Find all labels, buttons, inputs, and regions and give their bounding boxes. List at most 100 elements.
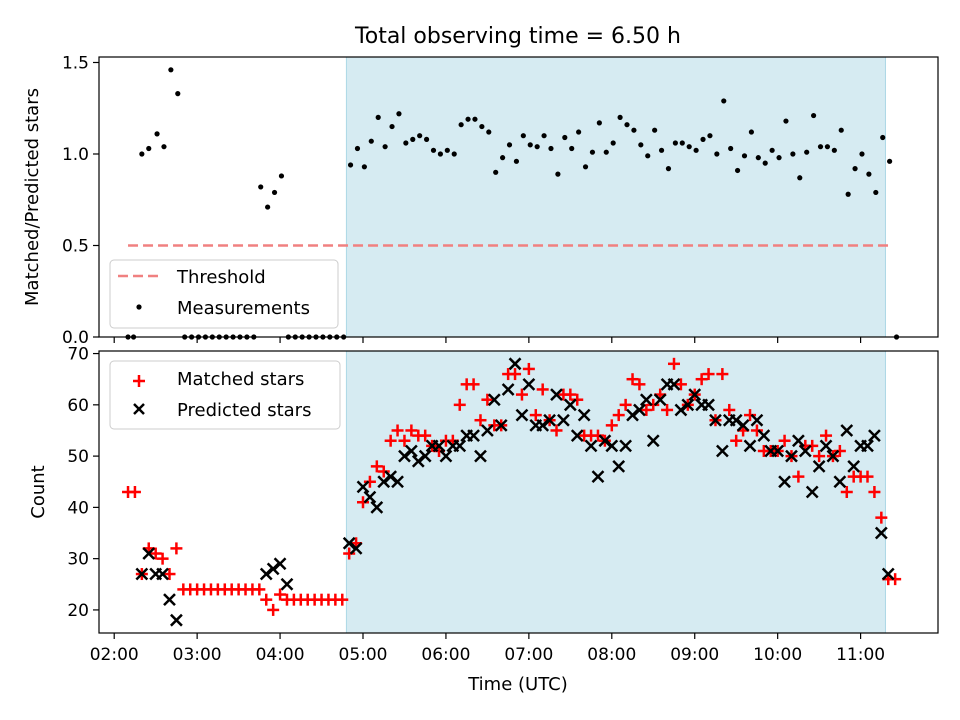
measurement-point (430, 147, 437, 153)
measurement-point (417, 133, 423, 139)
matched-star-point (591, 429, 604, 442)
measurement-point (824, 144, 831, 150)
matched-star-point (467, 378, 480, 391)
matched-star-point (571, 393, 584, 406)
measurement-point (458, 122, 464, 128)
matched-star-point (813, 450, 826, 463)
predicted-star-point (577, 408, 591, 422)
predicted-star-point (778, 475, 791, 489)
legend-predicted-swatch (133, 403, 145, 415)
predicted-star-point (391, 475, 404, 489)
matched-star-point (875, 511, 888, 524)
measurement-point (804, 149, 810, 155)
predicted-star-point (515, 408, 529, 422)
x-tick-label: 05:00 (339, 645, 388, 665)
measurement-point (555, 171, 561, 177)
measurement-point (576, 129, 582, 135)
measurement-point (479, 123, 485, 130)
measurement-point (347, 162, 354, 168)
predicted-star-point (605, 439, 619, 453)
matched-star-point (889, 573, 902, 586)
predicted-star-point (536, 418, 550, 432)
predicted-star-point (743, 439, 757, 453)
measurement-point (873, 189, 879, 196)
predicted-star-point (598, 434, 612, 448)
measurement-point (486, 129, 492, 135)
top-legend: Threshold Measurements (109, 259, 339, 329)
x-axis-label: Time (UTC) (467, 674, 568, 695)
measurement-point (569, 145, 575, 152)
predicted-star-point (702, 398, 715, 412)
predicted-star-point (439, 449, 453, 463)
bottom-y-tick-label: 20 (67, 601, 89, 621)
matched-star-point (605, 419, 618, 432)
measurement-point (838, 127, 844, 133)
predicted-star-point (508, 357, 522, 371)
bottom-legend: Matched stars Predicted stars (109, 360, 341, 430)
x-tick-label: 02:00 (90, 645, 139, 665)
measurement-point (513, 158, 520, 164)
predicted-star-points (135, 357, 895, 627)
matched-star-point (723, 403, 736, 416)
measurement-point (762, 160, 768, 166)
observing-window-bottom (345, 350, 886, 634)
matched-star-point (647, 398, 660, 411)
predicted-star-point (709, 413, 722, 427)
predicted-star-point (487, 393, 501, 407)
legend-predicted-label: Predicted stars (177, 400, 311, 421)
bottom-y-tick-label: 30 (67, 550, 89, 570)
bottom-y-ticks: 20 30 40 50 60 70 (67, 345, 99, 621)
matched-star-point (716, 368, 729, 381)
measurement-point (382, 144, 388, 150)
predicted-star-point (826, 449, 840, 463)
measurement-point (161, 144, 167, 150)
x-tick-label: 04:00 (256, 645, 305, 665)
matched-star-point (474, 414, 487, 427)
measurement-point (520, 133, 526, 139)
predicted-star-point (481, 424, 494, 437)
x-tick-label: 07:00 (504, 645, 553, 665)
predicted-star-point (563, 398, 577, 412)
measurement-point (866, 171, 872, 177)
predicted-star-point (812, 459, 826, 473)
matched-star-point (370, 460, 383, 473)
matched-star-point (661, 403, 674, 416)
predicted-star-point (881, 567, 895, 581)
top-y-tick-label: 1.0 (62, 145, 89, 165)
measurement-point (679, 140, 685, 146)
measurement-point (755, 155, 761, 161)
matched-star-point (128, 486, 141, 498)
predicted-star-point (833, 475, 847, 489)
measurement-point (852, 166, 858, 172)
measurement-point (783, 118, 789, 124)
matched-star-points (122, 357, 902, 616)
top-y-tick-label: 0.5 (62, 236, 89, 256)
matched-star-point (536, 383, 549, 396)
measurement-point (741, 153, 748, 159)
matched-star-point (695, 373, 708, 386)
measurement-point (493, 169, 499, 175)
measurement-point (465, 116, 471, 122)
predicted-star-point (142, 547, 156, 560)
chart-title: Total observing time = 6.50 h (354, 24, 681, 49)
matched-star-point (564, 388, 577, 401)
measurement-point (548, 145, 554, 152)
matched-star-point (453, 398, 466, 411)
predicted-star-point (681, 398, 695, 412)
measurement-point (700, 136, 706, 142)
predicted-star-point (266, 562, 280, 576)
measurement-point (265, 204, 271, 210)
measurement-point (693, 147, 699, 153)
measurement-point (168, 67, 174, 73)
matched-star-point (260, 593, 273, 606)
measurement-point (589, 149, 596, 155)
measurement-point (354, 145, 361, 152)
measurement-point (728, 145, 734, 152)
predicted-star-point (363, 490, 377, 504)
predicted-star-point (584, 439, 598, 453)
matched-star-point (336, 593, 349, 606)
predicted-star-point (612, 459, 626, 473)
predicted-star-point (384, 470, 398, 484)
predicted-star-point (557, 413, 570, 427)
matched-star-point (778, 434, 791, 447)
